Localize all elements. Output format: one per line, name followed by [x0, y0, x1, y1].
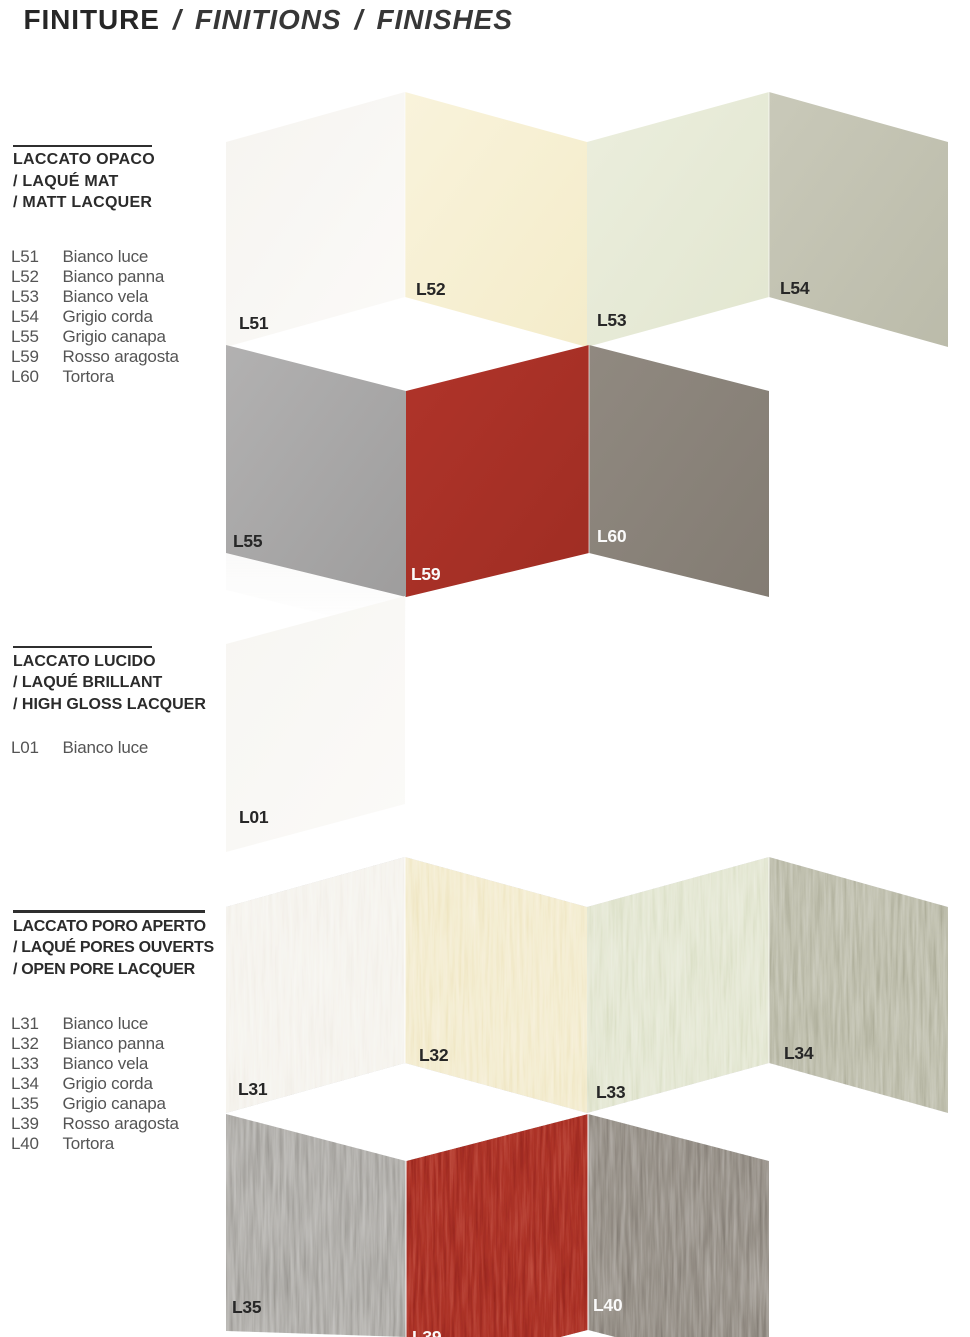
svg-text:L39: L39: [412, 1327, 442, 1337]
svg-text:L54: L54: [780, 278, 810, 298]
svg-text:L35: L35: [232, 1297, 262, 1317]
svg-text:L40: L40: [593, 1295, 623, 1315]
svg-text:L32: L32: [419, 1045, 449, 1065]
svg-text:L59: L59: [411, 564, 441, 584]
svg-text:L55: L55: [233, 531, 263, 551]
svg-text:L53: L53: [597, 310, 627, 330]
svg-text:L51: L51: [239, 313, 269, 333]
svg-text:L01: L01: [239, 807, 269, 827]
svg-text:L52: L52: [416, 279, 446, 299]
svg-text:L33: L33: [596, 1082, 626, 1102]
svg-text:L31: L31: [238, 1079, 268, 1099]
svg-text:L60: L60: [597, 526, 627, 546]
svg-text:L34: L34: [784, 1043, 814, 1063]
